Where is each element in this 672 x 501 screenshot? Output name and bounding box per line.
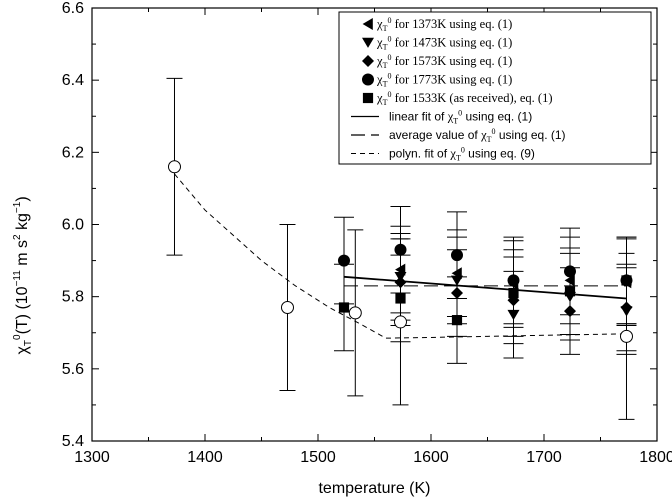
legend-entry-label: χT0 for 1773K using eq. (1) [376,72,512,89]
square-marker [564,286,576,297]
filled-circle-marker [362,73,374,86]
triangle-left-marker [362,18,373,30]
square-marker [338,302,350,313]
legend-entry-label: χT0 for 1373K using eq. (1) [376,16,512,33]
diamond-marker [620,301,633,314]
legend: χT0 for 1373K using eq. (1) χT0 for 1473K… [338,11,652,165]
legend-entry-label: χT0 for 1573K using eq. (1) [376,53,512,70]
legend-entry-label: linear fit of χT0 using eq. (1) [389,109,532,126]
diamond-marker [450,287,463,300]
y-tick-label: 5.6 [62,361,84,378]
y-tick-label: 6.2 [62,144,84,161]
y-tick-label: 6.4 [62,72,84,89]
x-tick-label: 1600 [413,449,449,466]
y-tick-label: 5.4 [62,433,84,450]
triangle-down-marker [362,37,374,48]
legend-entry-label: χT0 for 1473K using eq. (1) [376,35,512,52]
x-axis-title: temperature (K) [318,480,430,497]
filled-circle-marker [394,243,407,256]
square-marker [621,275,632,286]
square-marker [508,287,519,299]
filled-circle-marker [507,274,520,287]
open-circle-marker [619,329,633,343]
x-tick-label: 1800 [639,449,672,466]
open-circle-marker [280,300,294,314]
y-tick-label: 6.6 [62,0,84,17]
filled-circle-marker [450,249,463,262]
diamond-marker [362,55,374,67]
axis-ticks: 1300 1400 1500 1600 1700 1800 5.4 5.6 5.8 6.0 6.2 6… [62,0,672,466]
square-marker [451,315,463,326]
legend-entry-label: polyn. fit of χT0 using eq. (9) [389,146,535,163]
y-tick-label: 5.8 [62,289,84,306]
diamond-marker [563,305,576,318]
x-tick-label: 1500 [300,449,336,466]
solid-fit-line [343,275,627,300]
open-circle-marker [348,306,362,320]
legend-entry-label: χT0 for 1533K (as received), eq. (1) [376,90,553,107]
data-points [166,77,637,420]
diamond-marker [394,276,407,289]
legend-entry-label: average value of χT0 using eq. (1) [389,127,566,144]
y-axis-title: χT0(T) (10−11 m s2 kg−1) [12,196,34,354]
filled-circle-marker [337,254,350,267]
y-tick-label: 6.0 [62,217,84,234]
x-tick-label: 1400 [187,449,223,466]
x-tick-label: 1300 [74,449,110,466]
open-circle-marker [393,315,407,329]
legend-box [338,11,652,165]
filled-circle-marker [563,265,576,278]
open-circle-marker [167,160,181,174]
x-tick-label: 1700 [526,449,562,466]
triangle-left-marker [564,274,575,287]
triangle-down-marker [507,309,520,321]
square-marker [362,92,374,104]
triangle-down-marker [450,275,463,286]
square-marker [395,293,406,304]
